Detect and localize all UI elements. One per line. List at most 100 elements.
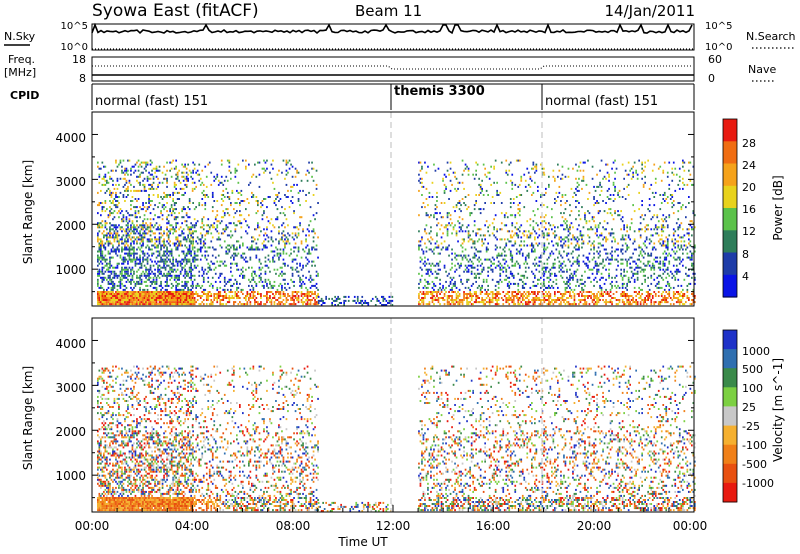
data-cell: [543, 252, 545, 255]
data-cell: [231, 295, 234, 297]
freq-tick-top: 18: [72, 53, 86, 66]
data-cell: [113, 284, 116, 287]
data-cell: [128, 236, 131, 239]
data-cell: [167, 258, 170, 261]
data-cell: [201, 191, 204, 194]
data-cell: [196, 299, 199, 301]
data-cell: [554, 272, 556, 275]
data-cell: [273, 260, 276, 263]
data-cell: [202, 293, 205, 295]
data-cell: [325, 297, 327, 300]
data-cell: [155, 222, 158, 225]
data-cell: [109, 206, 111, 209]
data-cell: [569, 286, 571, 289]
data-cell: [184, 220, 186, 223]
data-cell: [103, 276, 105, 279]
data-cell: [514, 232, 517, 235]
data-cell: [104, 260, 107, 263]
data-cell: [287, 295, 289, 297]
data-cell: [182, 179, 185, 182]
data-cell: [143, 252, 146, 255]
data-cell: [560, 293, 562, 295]
data-cell: [281, 274, 283, 277]
data-cell: [98, 173, 101, 176]
data-cell: [185, 175, 188, 178]
data-cell: [149, 159, 152, 162]
data-cell: [573, 295, 576, 297]
data-cell: [451, 286, 453, 289]
data-cell: [175, 288, 177, 291]
data-cell: [101, 286, 104, 289]
data-cell: [164, 293, 167, 295]
data-cell: [581, 288, 583, 291]
data-cell: [419, 291, 422, 293]
data-cell: [433, 216, 435, 219]
data-cell: [467, 286, 470, 289]
data-cell: [142, 297, 144, 299]
data-cell: [130, 268, 132, 271]
data-cell: [192, 171, 194, 174]
data-cell: [184, 280, 186, 283]
data-cell: [201, 204, 204, 207]
data-cell: [527, 236, 530, 239]
data-cell: [101, 272, 104, 275]
data-cell: [161, 254, 164, 257]
freq-frame: [91, 56, 695, 82]
data-cell: [317, 256, 319, 259]
data-cell: [302, 189, 304, 192]
data-cell: [119, 284, 122, 287]
data-cell: [434, 297, 437, 299]
data-cell: [573, 297, 576, 299]
data-cell: [597, 224, 600, 227]
data-cell: [146, 161, 149, 164]
data-cell: [517, 303, 520, 306]
data-cell: [152, 286, 155, 289]
data-cell: [579, 299, 582, 301]
data-cell: [564, 218, 567, 221]
data-cell: [537, 185, 539, 188]
data-cell: [182, 297, 185, 299]
data-cell: [181, 232, 183, 235]
data-cell: [185, 240, 188, 243]
data-cell: [564, 202, 567, 204]
data-cell: [460, 301, 462, 304]
data-cell: [104, 234, 107, 237]
data-cell: [228, 165, 231, 168]
data-cell: [115, 204, 117, 207]
data-cell: [485, 293, 488, 295]
data-cell: [569, 268, 571, 271]
data-cell: [425, 280, 428, 283]
data-cell: [211, 191, 214, 194]
data-cell: [182, 295, 185, 297]
data-cell: [128, 258, 131, 261]
data-cell: [593, 266, 595, 269]
data-cell: [588, 220, 591, 223]
data-cell: [258, 260, 261, 263]
data-cell: [506, 230, 509, 233]
data-cell: [284, 278, 286, 281]
data-cell: [128, 299, 131, 301]
data-cell: [449, 161, 452, 164]
data-cell: [103, 244, 105, 247]
data-cell: [452, 171, 455, 174]
data-cell: [421, 185, 423, 188]
data-cell: [481, 189, 483, 192]
data-cell: [451, 291, 453, 293]
data-cell: [284, 293, 286, 295]
data-cell: [136, 262, 138, 265]
data-cell: [296, 293, 298, 295]
data-cell: [127, 234, 129, 237]
data-cell: [252, 297, 255, 299]
data-cell: [527, 301, 530, 304]
data-cell: [196, 169, 199, 172]
data-cell: [575, 274, 577, 277]
data-cell: [140, 280, 143, 283]
data-cell: [419, 299, 422, 301]
data-cell: [109, 291, 111, 293]
data-cell: [137, 212, 140, 215]
data-cell: [555, 191, 558, 194]
data-cell: [464, 286, 467, 289]
data-cell: [149, 212, 152, 215]
data-cell: [446, 246, 449, 249]
data-cell: [188, 208, 191, 211]
